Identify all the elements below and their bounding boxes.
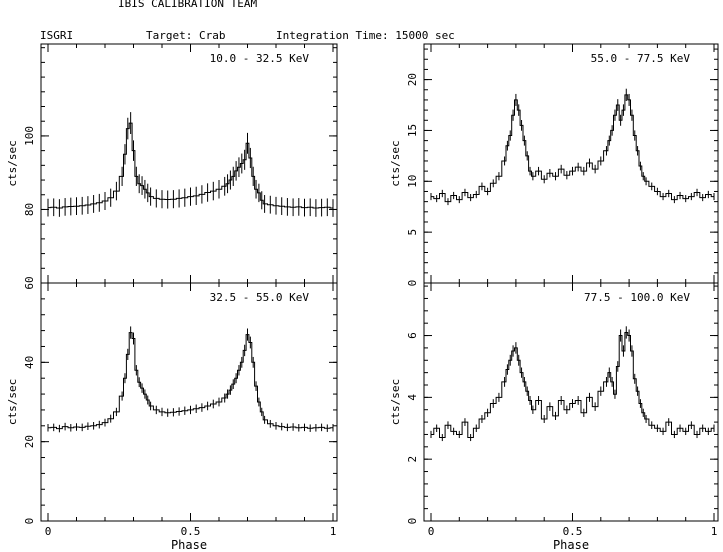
y-tick-label: 4 [406, 394, 419, 401]
energy-band-label: 32.5 - 55.0 KeV [210, 291, 310, 304]
y-axis-label: cts/sec [6, 379, 19, 425]
panel-1: 80 100 cts/sec 10.0 - 32.5 KeV [6, 43, 338, 284]
instrument-label: ISGRI [40, 29, 74, 42]
x-tick-label: 0.5 [563, 525, 583, 538]
y-tick-label: 15 [406, 124, 419, 137]
y-tick-label: 40 [23, 356, 36, 369]
panel-4: 0 2 4 6 0 0.5 1 Phase cts/sec 77.5 - 100.0 KeV [389, 282, 719, 552]
y-axis-label: cts/sec [389, 140, 402, 186]
x-tick-label: 0.5 [181, 525, 201, 538]
integration-time-label: Integration Time: 15000 sec [276, 29, 455, 42]
y-tick-label: 100 [23, 126, 36, 146]
y-axis-label: cts/sec [6, 140, 19, 186]
plot-frame [423, 43, 719, 284]
panel-2: 0 5 10 15 20 cts/sec 55.0 - 77.5 KeV [389, 43, 719, 287]
x-tick-label: 0 [428, 525, 435, 538]
y-tick-label: 60 [23, 276, 36, 289]
plot-frame [423, 282, 719, 522]
energy-band-label: 55.0 - 77.5 KeV [591, 52, 691, 65]
plot-frame [40, 282, 338, 522]
y-tick-label: 0 [406, 518, 419, 525]
pulse-profile-series [48, 332, 333, 430]
y-tick-label: 0 [23, 518, 36, 525]
pulse-profile-series [431, 332, 714, 438]
energy-band-label: 10.0 - 32.5 KeV [210, 52, 310, 65]
x-axis-label: Phase [553, 538, 589, 552]
y-tick-label: 0 [406, 280, 419, 287]
y-tick-label: 6 [406, 332, 419, 339]
pulse-profile-series [431, 94, 714, 203]
y-tick-label: 10 [406, 175, 419, 188]
y-tick-label: 2 [406, 456, 419, 463]
y-axis-label: cts/sec [389, 379, 402, 425]
panel-3: 0 20 40 60 0 0.5 1 Phase cts/sec 32.5 - 55.0 KeV [6, 276, 338, 552]
y-tick-label: 5 [406, 229, 419, 236]
team-title: IBIS CALIBRATION TEAM [118, 0, 258, 10]
y-tick-label: 20 [23, 435, 36, 448]
plot-frame [40, 43, 338, 284]
x-axis-label: Phase [171, 538, 207, 552]
x-tick-label: 0 [45, 525, 52, 538]
y-tick-label: 20 [406, 73, 419, 86]
target-label: Target: Crab [146, 29, 226, 42]
y-tick-label: 80 [23, 203, 36, 216]
x-tick-label: 1 [330, 525, 337, 538]
energy-band-label: 77.5 - 100.0 KeV [584, 291, 690, 304]
x-tick-label: 1 [711, 525, 718, 538]
